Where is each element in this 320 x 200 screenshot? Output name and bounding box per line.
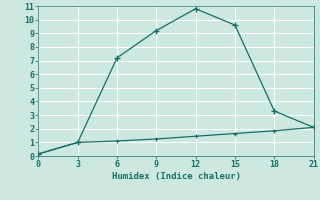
- X-axis label: Humidex (Indice chaleur): Humidex (Indice chaleur): [111, 172, 241, 181]
